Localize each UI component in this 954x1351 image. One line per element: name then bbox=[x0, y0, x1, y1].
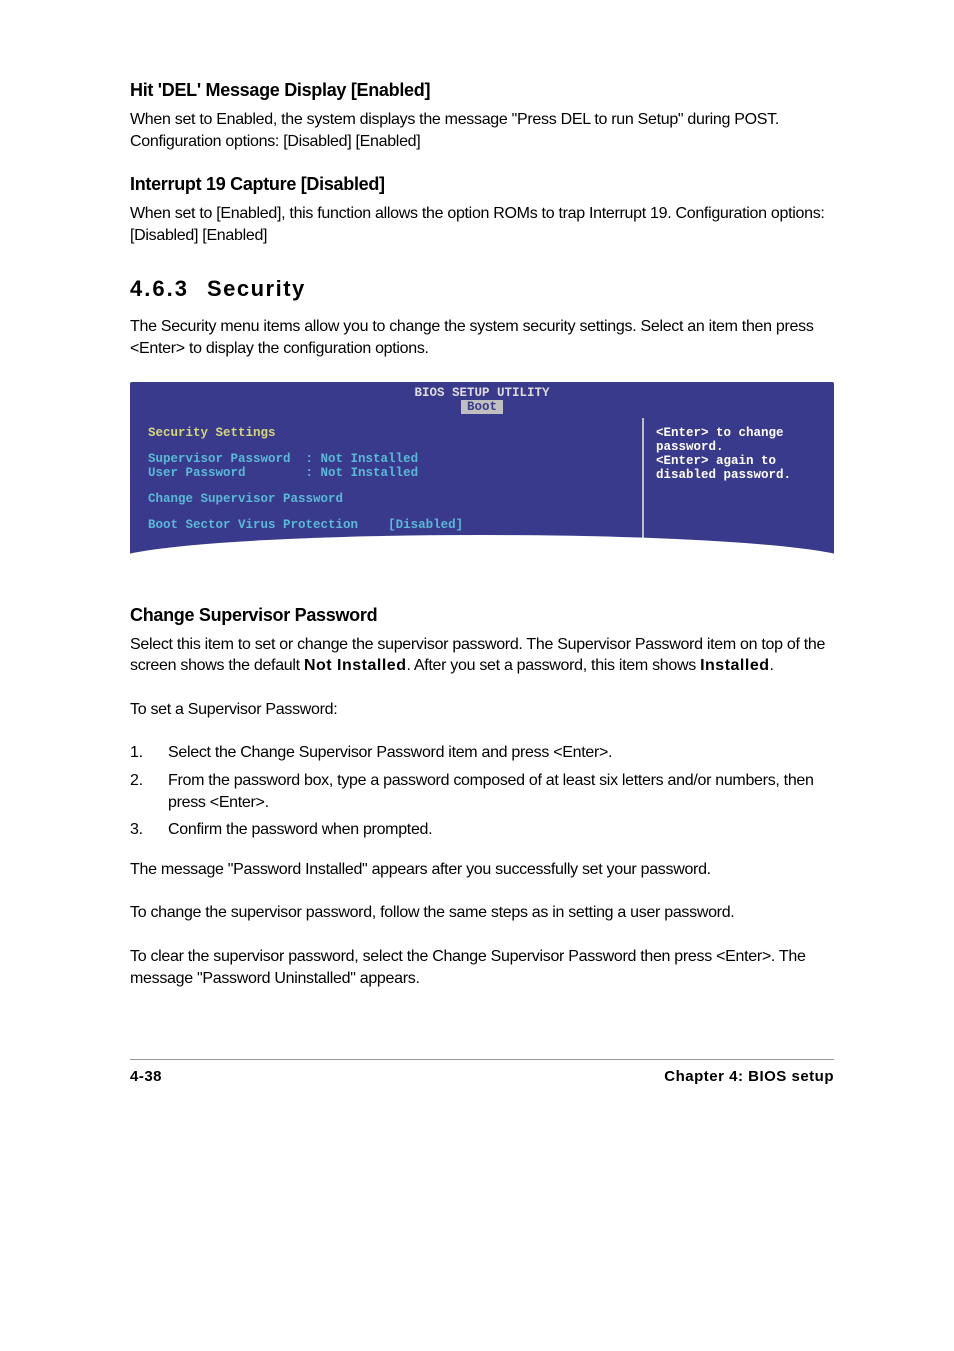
step-1-text: Select the Change Supervisor Password it… bbox=[168, 742, 834, 764]
bios-help-text: <Enter> to change password. <Enter> agai… bbox=[656, 426, 822, 482]
step-3-text: Confirm the password when prompted. bbox=[168, 819, 834, 841]
bios-password-block: Supervisor Password : Not Installed User… bbox=[148, 452, 628, 480]
section-number: 4.6.3 bbox=[130, 276, 189, 301]
change-supervisor-p1: Select this item to set or change the su… bbox=[130, 634, 834, 677]
bios-security-settings: Security Settings bbox=[148, 426, 628, 440]
bios-change-supervisor: Change Supervisor Password bbox=[148, 492, 628, 506]
p1-part-d: Installed bbox=[700, 657, 769, 674]
step-3-num: 3. bbox=[130, 819, 168, 841]
step-1-num: 1. bbox=[130, 742, 168, 764]
step-1: 1. Select the Change Supervisor Password… bbox=[130, 742, 834, 764]
steps-list: 1. Select the Change Supervisor Password… bbox=[130, 742, 834, 840]
heading-interrupt: Interrupt 19 Capture [Disabled] bbox=[130, 174, 834, 195]
bios-supervisor-row: Supervisor Password : Not Installed bbox=[148, 452, 628, 466]
step-3: 3. Confirm the password when prompted. bbox=[130, 819, 834, 841]
bios-left-pane: Security Settings Supervisor Password : … bbox=[130, 418, 644, 540]
bios-sup-label: Supervisor Password bbox=[148, 452, 291, 466]
heading-hit-del: Hit 'DEL' Message Display [Enabled] bbox=[130, 80, 834, 101]
heading-security: 4.6.3 Security bbox=[130, 276, 834, 302]
section-title: Security bbox=[207, 276, 306, 301]
footer-chapter: Chapter 4: BIOS setup bbox=[664, 1068, 834, 1085]
step-2-text: From the password box, type a password c… bbox=[168, 770, 834, 813]
step-2-num: 2. bbox=[130, 770, 168, 813]
bios-tab-boot: Boot bbox=[461, 400, 503, 414]
security-intro: The Security menu items allow you to cha… bbox=[130, 316, 834, 359]
bios-title: BIOS SETUP UTILITY bbox=[130, 382, 834, 400]
bios-screenshot: BIOS SETUP UTILITY Boot Security Setting… bbox=[130, 382, 834, 560]
change-supervisor-p2: To set a Supervisor Password: bbox=[130, 699, 834, 721]
heading-change-supervisor: Change Supervisor Password bbox=[130, 605, 834, 626]
bios-bsvp-row: Boot Sector Virus Protection [Disabled] bbox=[148, 518, 628, 532]
change-supervisor-p3: The message "Password Installed" appears… bbox=[130, 859, 834, 881]
bios-bsvp-value: [Disabled] bbox=[388, 518, 463, 532]
page-footer: 4-38 Chapter 4: BIOS setup bbox=[130, 1059, 834, 1085]
body-hit-del: When set to Enabled, the system displays… bbox=[130, 109, 834, 152]
change-supervisor-p5: To clear the supervisor password, select… bbox=[130, 946, 834, 989]
bios-bsvp-label: Boot Sector Virus Protection bbox=[148, 518, 358, 532]
bios-user-label: User Password bbox=[148, 466, 246, 480]
bios-right-pane: <Enter> to change password. <Enter> agai… bbox=[644, 418, 834, 540]
p1-part-b: Not Installed bbox=[304, 657, 407, 674]
bios-tab-row: Boot bbox=[130, 400, 834, 418]
footer-page-number: 4-38 bbox=[130, 1068, 162, 1085]
bios-sup-value: : Not Installed bbox=[306, 452, 419, 466]
p1-part-e: . bbox=[769, 657, 773, 674]
bios-user-row: User Password : Not Installed bbox=[148, 466, 628, 480]
change-supervisor-p4: To change the supervisor password, follo… bbox=[130, 902, 834, 924]
p1-part-c: . After you set a password, this item sh… bbox=[406, 657, 700, 674]
body-interrupt: When set to [Enabled], this function all… bbox=[130, 203, 834, 246]
bios-user-value: : Not Installed bbox=[306, 466, 419, 480]
step-2: 2. From the password box, type a passwor… bbox=[130, 770, 834, 813]
